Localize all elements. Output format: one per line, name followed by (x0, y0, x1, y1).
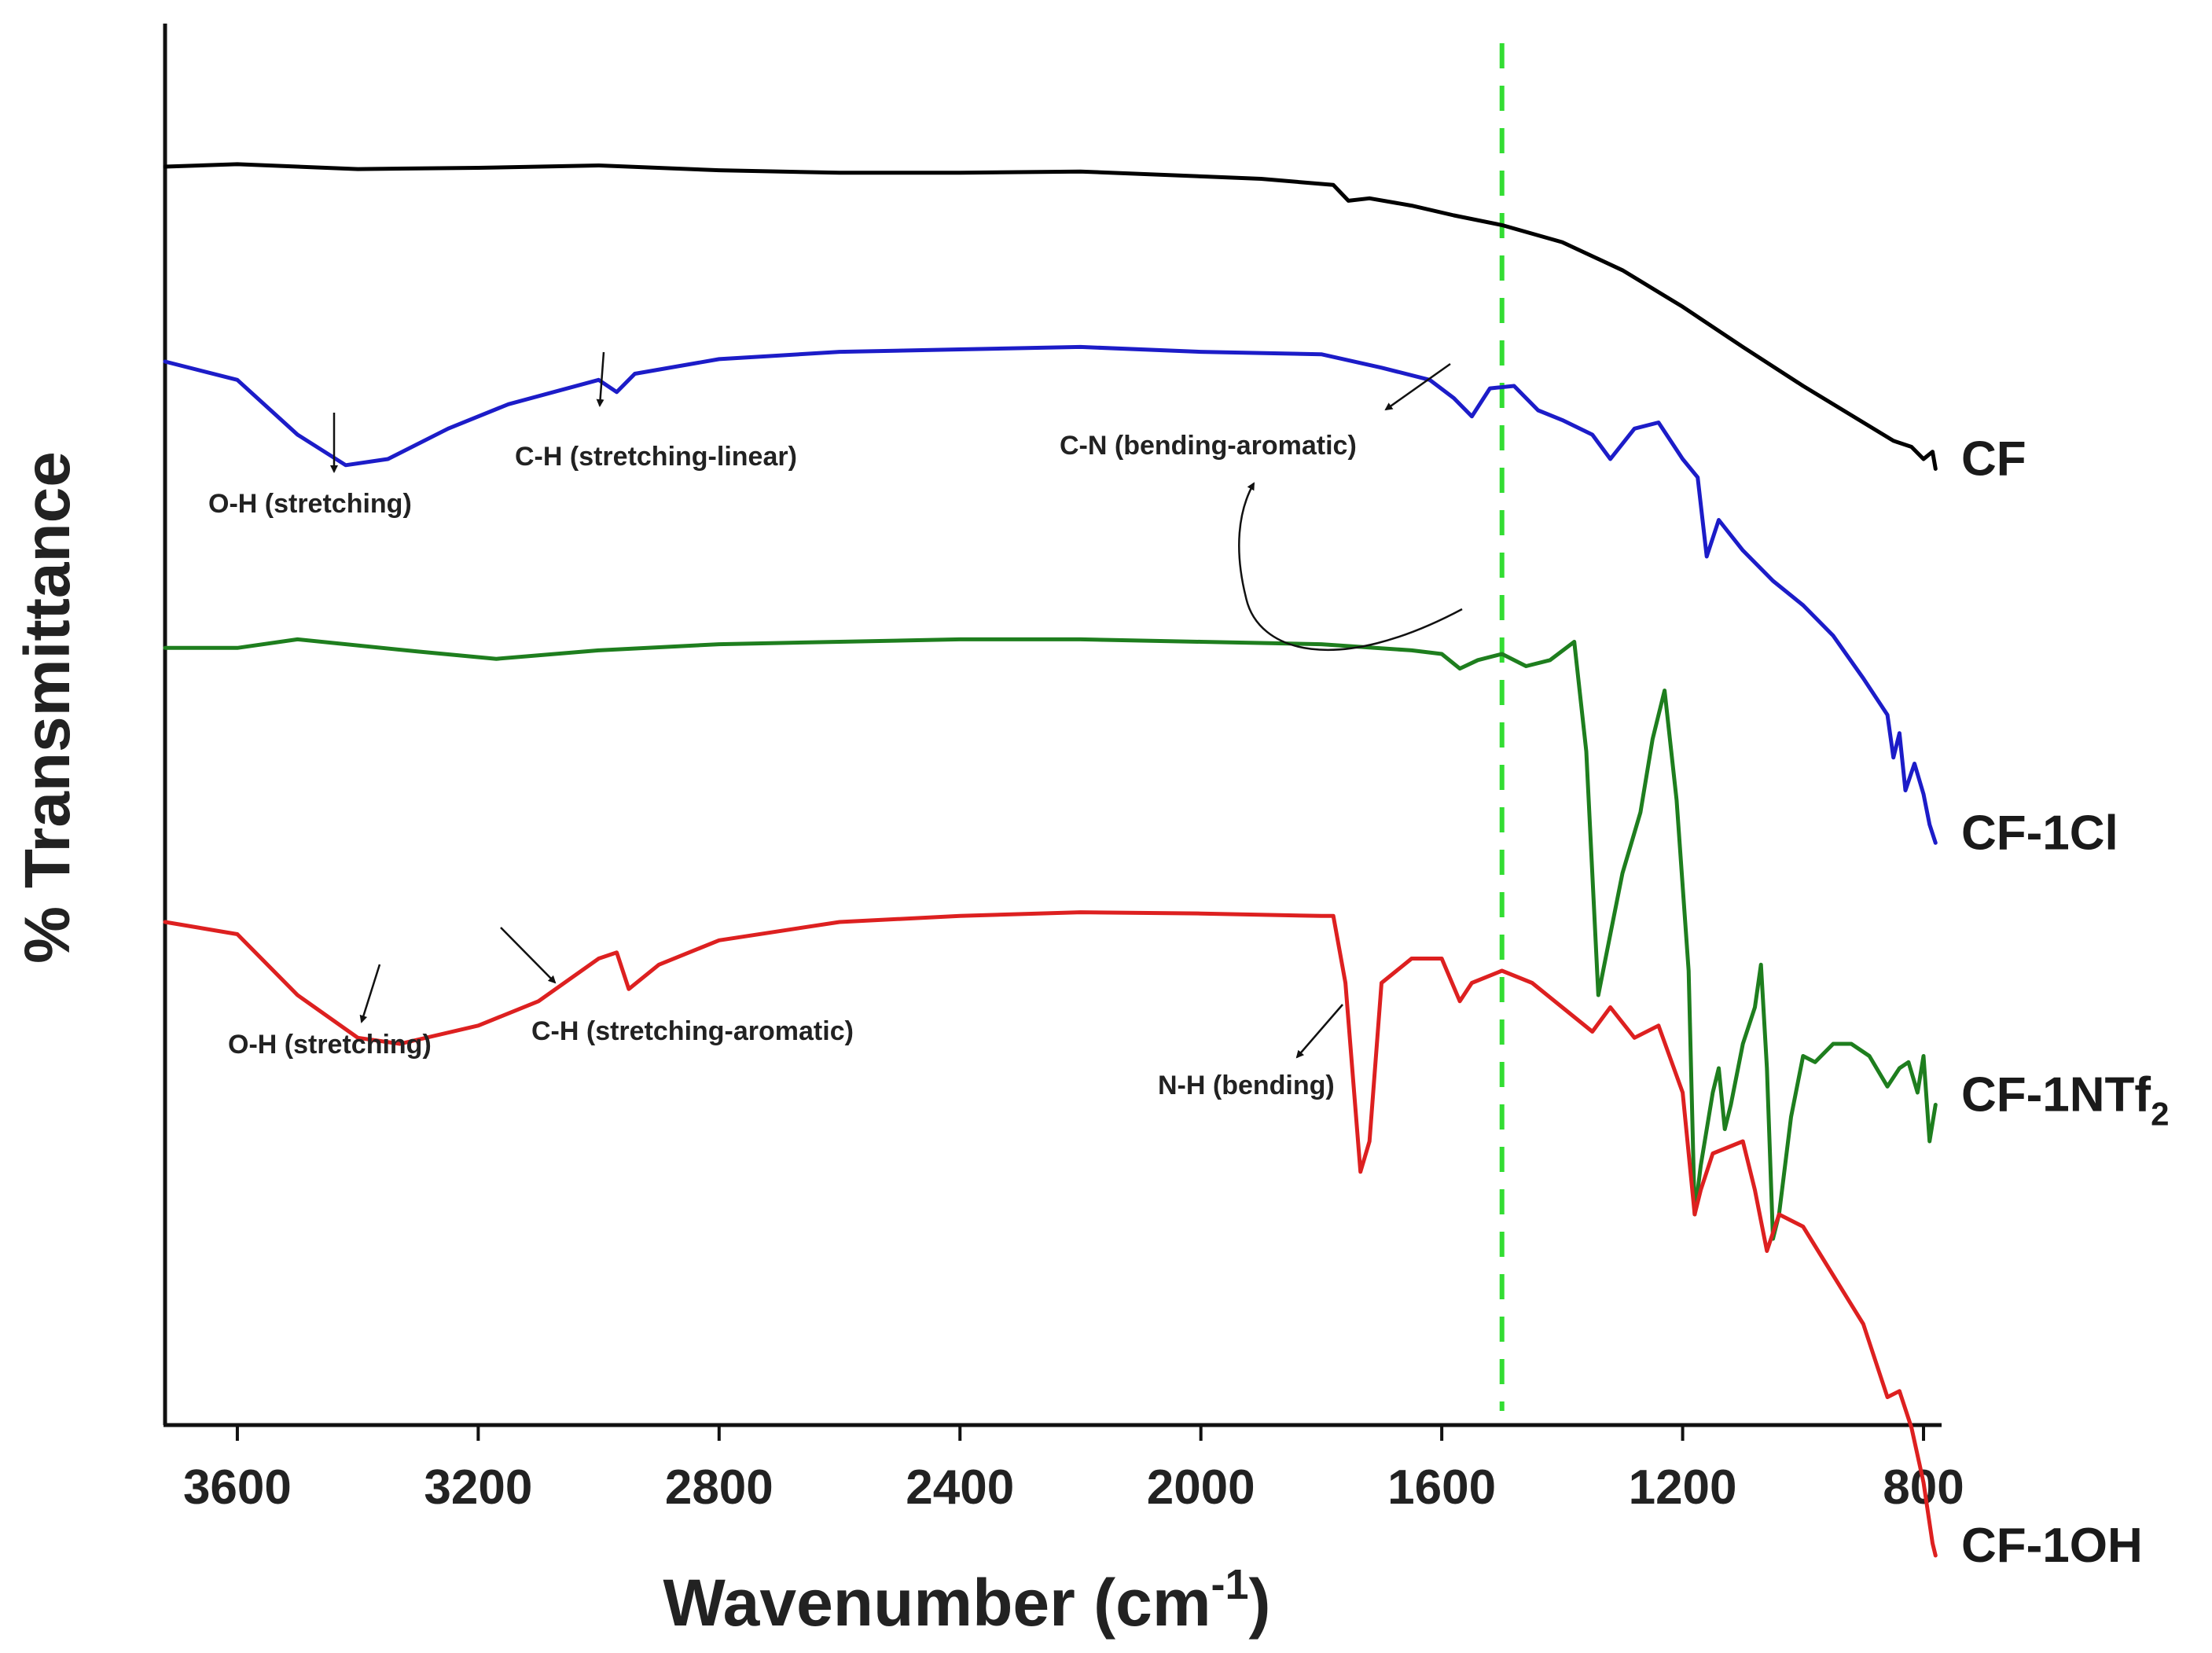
arrow-cn-bending-aromatic (1384, 362, 1451, 411)
x-tick-label: 2000 (1147, 1460, 1255, 1515)
x-tick-label: 3600 (183, 1460, 292, 1515)
series-group (163, 162, 1938, 1558)
arrow-ch-stretching-linear (596, 351, 605, 407)
y-axis-title: % Transmittance (12, 451, 83, 964)
annotations (330, 351, 1463, 1059)
series-line-cf-1oh (163, 910, 1938, 1558)
x-axis-title-main: Wavenumber (cm (663, 1566, 1211, 1640)
series-label-cf-1cl: CF-1Cl (1961, 806, 2118, 860)
arrow-ch-stretching-aromatic (500, 927, 557, 984)
annotation-label: O-H (stretching) (228, 1030, 432, 1060)
x-tick-label: 2400 (906, 1460, 1014, 1515)
annotation-label: O-H (stretching) (208, 489, 412, 519)
series-label-cf-1ntf2: CF-1NTf2 (1961, 1068, 2169, 1133)
annotation-label: C-H (stretching-aromatic) (531, 1016, 854, 1046)
x-tick-label: 2800 (665, 1460, 773, 1515)
annotation-label: N-H (bending) (1158, 1071, 1335, 1100)
x-axis-title-tail: ) (1249, 1566, 1271, 1640)
x-tick-label: 3200 (424, 1460, 532, 1515)
x-ticks: 3600 3200 2800 2400 2000 1600 1200 800 (183, 1425, 1964, 1515)
x-axis-title-sup: -1 (1211, 1561, 1249, 1608)
x-tick-label: 1200 (1629, 1460, 1737, 1515)
annotation-labels: O-H (stretching) C-H (stretching-linear)… (208, 431, 1357, 1100)
series-label-cf: CF (1961, 432, 2026, 486)
series-labels: CF CF-1Cl CF-1NTf2 CF-1OH (1961, 432, 2169, 1573)
annotation-label: C-N (bending-aromatic) (1060, 431, 1357, 461)
arrow-cn-curved (1238, 482, 1463, 652)
series-line-cf-1cl (163, 344, 1938, 845)
x-tick-label: 1600 (1387, 1460, 1496, 1515)
x-axis-title: Wavenumber (cm-1) (663, 1561, 1270, 1640)
annotation-label: C-H (stretching-linear) (515, 442, 797, 472)
series-label-cf-1oh: CF-1OH (1961, 1519, 2143, 1573)
arrow-nh-bending (1295, 1004, 1343, 1059)
series-line-cf (163, 162, 1938, 471)
arrow-oh-stretching-cf1oh (359, 964, 381, 1023)
series-line-cf-1ntf2 (163, 637, 1938, 1241)
